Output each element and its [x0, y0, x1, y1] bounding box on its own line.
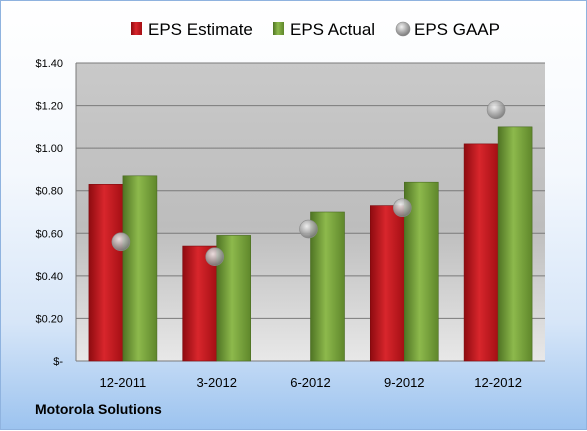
bar-eps-actual	[310, 211, 345, 362]
y-tick-label: $1.40	[35, 58, 63, 70]
marker-eps-gaap	[205, 247, 224, 266]
bar-eps-actual	[497, 126, 533, 362]
marker-eps-gaap	[392, 198, 412, 218]
marker-eps-gaap	[486, 100, 506, 120]
legend-label: EPS Estimate	[148, 20, 253, 39]
x-tick-label: 6-2012	[290, 375, 330, 390]
x-tick-label: 3-2012	[196, 375, 236, 390]
legend-label: EPS GAAP	[414, 20, 500, 39]
y-tick-label: $1.00	[35, 143, 63, 155]
legend-swatch-actual	[273, 22, 284, 35]
legend-label: EPS Actual	[290, 20, 375, 39]
legend: EPS Estimate EPS Actual EPS GAAP	[131, 20, 500, 39]
y-tick-label: $0.80	[35, 186, 63, 198]
x-tick-label: 12-2012	[474, 375, 522, 390]
legend-swatch-estimate	[131, 22, 142, 35]
marker-eps-gaap	[111, 232, 131, 252]
bars	[88, 126, 533, 362]
x-tick-label: 12-2011	[100, 375, 147, 390]
y-tick-label: $0.60	[35, 228, 63, 240]
x-tick-label: 9-2012	[384, 375, 424, 390]
y-tick-label: $-	[53, 356, 63, 368]
y-tick-label: $0.20	[35, 313, 63, 325]
y-tick-label: $1.20	[35, 101, 63, 113]
gaap-markers	[111, 100, 506, 266]
bar-eps-estimate	[369, 205, 405, 362]
bar-eps-estimate	[88, 184, 124, 362]
company-label: Motorola Solutions	[35, 401, 162, 417]
axes: $- $0.20 $0.40 $0.60 $0.80 $1.00 $1.20 $1.40 12-…	[35, 58, 521, 390]
y-tick-label: $0.40	[35, 271, 63, 283]
bar-eps-estimate	[463, 143, 499, 362]
bar-eps-actual	[403, 181, 439, 362]
legend-swatch-gaap	[395, 21, 411, 37]
bar-eps-actual	[122, 175, 158, 362]
marker-eps-gaap	[299, 219, 318, 239]
